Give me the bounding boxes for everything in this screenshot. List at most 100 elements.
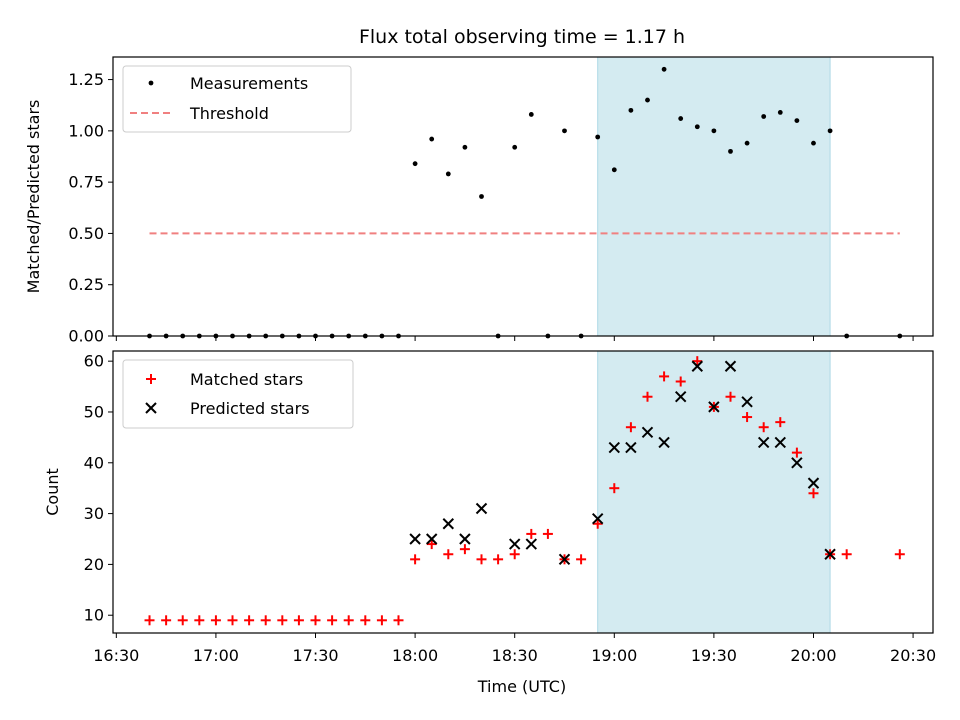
bottom-y-ticks: 10 20 30 40 50 60: [84, 352, 113, 625]
predicted-stars-point: [409, 533, 421, 545]
bottom-x-ticks: 16:30 17:00 17:30 18:00 18:30 19:00 19:30 20:00…: [93, 633, 936, 665]
predicted-stars-point: [641, 426, 654, 439]
matched-stars-point: [476, 554, 487, 565]
measurement-point: [611, 167, 617, 173]
y-tick-label: 0.50: [68, 224, 104, 243]
matched-legend-label: Matched stars: [190, 370, 303, 389]
bottom-panel: 10 20 30 40 50 60 16:30 17:00 17:30 18:00 18:30 19…: [43, 350, 936, 665]
predicted-stars-point: [724, 360, 737, 372]
matched-stars-point: [758, 422, 769, 433]
measurement-point: [628, 107, 634, 113]
predicted-stars-point: [791, 457, 803, 469]
matched-stars-point: [592, 518, 603, 529]
predicted-stars-point: [625, 441, 637, 454]
predicted-stars-point-b: [508, 538, 521, 550]
predicted-stars-point-b: [724, 360, 737, 372]
predicted-stars-point-b: [774, 436, 786, 449]
measurement-point: [645, 97, 650, 103]
matched-stars-point: [177, 615, 188, 626]
matched-stars-point: [526, 528, 537, 539]
predicted-stars-point: [608, 441, 621, 454]
x-tick-label: 18:00: [392, 646, 438, 665]
x-axis-label: Time (UTC): [477, 677, 566, 696]
predicted-stars-point: [459, 533, 471, 545]
x-tick-label: 19:30: [691, 646, 737, 665]
bottom-axes-frame: [112, 350, 934, 634]
x-tick-label: 20:30: [890, 646, 936, 665]
y-tick-label: 1.00: [68, 121, 104, 140]
measurement-point: [811, 140, 816, 146]
matched-stars-point: [493, 554, 504, 565]
matched-stars-point: [393, 615, 404, 626]
predicted-stars-point: [757, 436, 770, 449]
top-y-axis-label: Matched/Predicted stars: [24, 100, 43, 294]
measurement-point: [761, 114, 767, 119]
predicted-stars-point-b: [791, 457, 803, 469]
predicted-stars-point: [508, 538, 521, 550]
y-tick-label: 50: [84, 402, 104, 421]
predicted-stars-point-b: [409, 533, 421, 545]
measurement-point: [827, 128, 833, 134]
matched-stars-point: [244, 615, 255, 626]
y-tick-label: 0.00: [68, 327, 104, 346]
matched-stars-point: [742, 412, 753, 423]
measurement-point: [562, 128, 567, 134]
bottom-y-axis-label: Count: [43, 468, 62, 516]
measurements-legend-marker: [148, 80, 154, 86]
measurement-point: [528, 112, 534, 117]
predicted-stars-point: [591, 512, 604, 525]
top-panel: 0.00 0.25 0.50 0.75 1.00 1.25 Matched/Predict…: [24, 56, 934, 346]
measurement-point: [744, 140, 750, 146]
predicted-stars-point: [774, 436, 786, 449]
top-legend: Measurements Threshold: [122, 65, 352, 133]
matched-stars-point: [426, 539, 437, 550]
measurement-point: [777, 109, 783, 115]
measurement-point: [678, 116, 684, 121]
matched-stars-point: [894, 549, 905, 560]
predicted-stars-point-b: [741, 396, 753, 408]
y-tick-label: 0.25: [68, 275, 104, 294]
predicted-stars-point: [475, 502, 488, 515]
predicted-legend-label: Predicted stars: [190, 399, 310, 418]
predicted-stars-point-b: [608, 441, 621, 454]
top-axes-frame: [112, 56, 934, 337]
x-tick-label: 17:30: [292, 646, 338, 665]
predicted-stars-point-b: [691, 360, 703, 372]
measurement-point: [462, 144, 468, 150]
threshold-legend-label: Threshold: [189, 104, 269, 123]
matched-stars-point: [542, 528, 553, 539]
matched-stars-point: [625, 422, 636, 433]
matched-stars-point: [609, 483, 620, 494]
measurement-point: [661, 66, 667, 72]
top-y-ticks: 0.00 0.25 0.50 0.75 1.00 1.25: [68, 70, 113, 346]
top-x-ticks: [115, 336, 914, 341]
y-tick-label: 10: [84, 606, 104, 625]
matched-stars-point: [576, 554, 587, 565]
matched-stars-point: [161, 615, 172, 626]
y-tick-label: 30: [84, 504, 104, 523]
matched-stars-point: [725, 391, 736, 402]
predicted-stars-point-b: [708, 401, 720, 413]
x-tick-label: 18:30: [492, 646, 538, 665]
matched-stars-point: [841, 549, 852, 560]
matched-legend-marker: [146, 374, 156, 384]
predicted-stars-point: [807, 477, 820, 489]
measurement-point: [429, 136, 435, 142]
bottom-legend: Matched stars Predicted stars: [122, 359, 354, 429]
x-tick-label: 16:30: [93, 646, 139, 665]
matched-stars-point: [791, 447, 802, 458]
predicted-stars-point-b: [459, 533, 471, 545]
matched-stars-point: [659, 371, 670, 382]
matched-stars-point: [310, 615, 321, 626]
y-tick-label: 1.25: [68, 70, 104, 89]
predicted-stars-point: [658, 436, 670, 449]
matched-stars-point: [343, 615, 354, 626]
measurement-point: [412, 161, 418, 167]
predicted-stars-point-b: [425, 533, 438, 545]
predicted-stars-point-b: [475, 502, 488, 515]
matched-stars-point: [808, 488, 819, 499]
matched-stars-point: [443, 549, 454, 560]
y-tick-label: 0.75: [68, 173, 104, 192]
measurement-point: [794, 118, 800, 123]
bottom-plot-marks: [144, 356, 905, 626]
